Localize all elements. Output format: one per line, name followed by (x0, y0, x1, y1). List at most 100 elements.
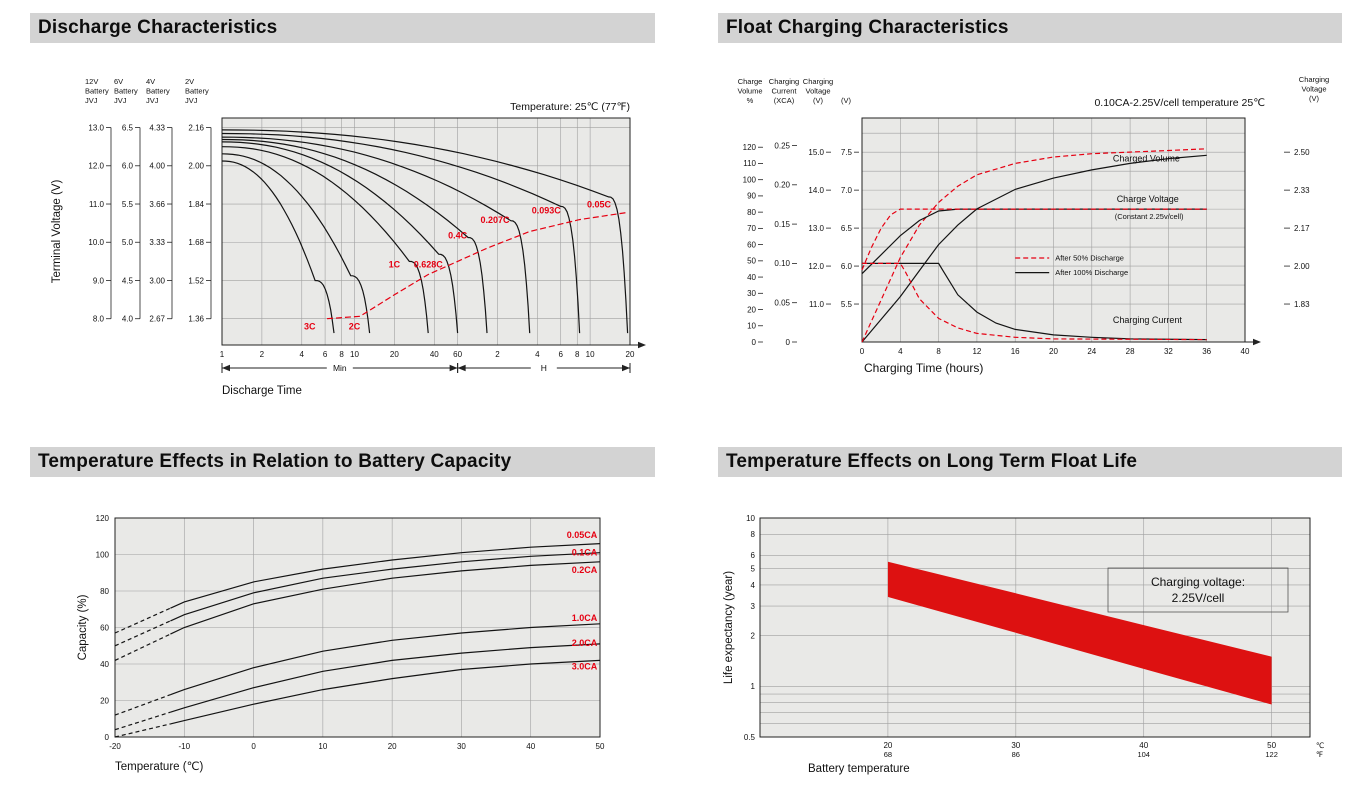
rate-label: 0.2CA (572, 565, 598, 575)
x-tick-label: 2 (260, 350, 265, 359)
axis-value: 0.10 (774, 259, 790, 268)
annotation-line: Charging voltage: (1151, 575, 1245, 589)
scale-header: JVJ (146, 96, 159, 105)
x-tick-label: -10 (179, 742, 191, 751)
y-axis-title: Life expectancy (year) (723, 571, 735, 684)
scale-value: 4.33 (149, 123, 165, 132)
float-charging-characteristics-chart: Charge Volume% 120 110 100 90 80 70 60 50 40 30 20 10… (718, 60, 1365, 410)
x-tick-label: 16 (1011, 347, 1020, 356)
scale-value: 1.68 (188, 238, 204, 247)
rate-label: 0.1CA (572, 547, 598, 557)
label-backing (530, 361, 557, 374)
scale-value: 1.84 (188, 200, 204, 209)
float-life-chart: Charging voltage: 2.25V/cell 10 8 6 5 4 3 2 1 0.5 2… (718, 490, 1365, 790)
scale-value: 4.0 (122, 315, 134, 324)
curve-label: Charging Current (1113, 315, 1183, 325)
x-tick-label: 10 (586, 350, 595, 359)
axis-value: 90 (747, 192, 756, 201)
scale-value: 4.00 (149, 162, 165, 171)
scale-header: Battery (85, 87, 109, 96)
rate-label: 0.628C (414, 259, 444, 269)
axis-value: 7.0 (841, 186, 853, 195)
x-tick-label: 4 (898, 347, 903, 356)
capacity-temperature-chart-svg: 0.05CA 0.1CA 0.2CA 1.0CA 2.0CA 3.0CA 0 20 40 60 80… (77, 514, 605, 773)
right-axis-value: 1.83 (1294, 300, 1310, 309)
x-tick-label: -20 (109, 742, 121, 751)
y-tick-label: 100 (96, 550, 110, 559)
x-tick-label-fahrenheit: 122 (1265, 750, 1278, 759)
y-tick-label: 0.5 (744, 733, 756, 742)
axis-value: 10 (747, 322, 756, 331)
x-tick-label: 40 (1241, 347, 1250, 356)
plot-frame (114, 517, 601, 738)
y-tick-label: 1 (751, 682, 756, 691)
axis-header: Volume (737, 87, 762, 96)
x-tick-label: 8 (936, 347, 941, 356)
legend-label: After 50% Discharge (1055, 254, 1124, 263)
x-tick-label: 0 (860, 347, 865, 356)
float-life-chart-svg: Charging voltage:2.25V/cell1086543210.52… (723, 514, 1324, 775)
scale-header: JVJ (85, 96, 98, 105)
y-tick-label: 2 (751, 631, 756, 640)
curve-2.0CA (170, 643, 601, 713)
axis-value: 13.0 (808, 224, 824, 233)
y-tick-label: 5 (751, 564, 756, 573)
y-tick-label: 80 (100, 587, 109, 596)
plot-frame (861, 117, 1246, 343)
axis-value: 60 (747, 240, 756, 249)
scale-header: JVJ (185, 96, 198, 105)
curve-dashed-3.0CA (114, 723, 171, 738)
y-tick-label: 120 (96, 514, 110, 523)
y-axis-title: Terminal Voltage (V) (51, 180, 63, 284)
x-axis-title: Charging Time (hours) (864, 361, 983, 375)
axis-value: 0.05 (774, 299, 790, 308)
y-tick-label: 20 (100, 696, 109, 705)
x-tick-label: 6 (558, 350, 563, 359)
scale-header: Battery (114, 87, 138, 96)
y-tick-label: 3 (751, 602, 756, 611)
y-tick-label: 40 (100, 660, 109, 669)
x-tick-label: 6 (323, 350, 328, 359)
scale-header: 6V (114, 77, 123, 86)
life-expectancy-band (887, 561, 1272, 705)
axis-value: 120 (743, 143, 757, 152)
y-tick-label: 0 (105, 733, 110, 742)
curve-label: Charged Volume (1113, 154, 1180, 164)
x-unit-label: H (541, 363, 547, 373)
scale-value: 3.33 (149, 238, 165, 247)
axis-arrow-icon (457, 364, 466, 372)
y-tick-label: 4 (751, 581, 756, 590)
axis-arrow-icon (1253, 338, 1261, 346)
section-header-temperature-capacity: Temperature Effects in Relation to Batte… (30, 447, 655, 477)
curve-1.0CA (170, 623, 601, 696)
discharge-curve-1C (221, 146, 429, 334)
scale-header: 12V (85, 77, 98, 86)
rate-label: 1C (389, 259, 401, 269)
rate-label: 0.207C (481, 215, 511, 225)
axis-value: 110 (743, 159, 756, 168)
rate-label: 2C (349, 321, 361, 331)
x-tick-label: 36 (1202, 347, 1211, 356)
x-tick-label: 4 (535, 350, 540, 359)
scale-header: 4V (146, 77, 155, 86)
right-axis-header: (V) (1309, 94, 1320, 103)
curve-0.05CA (170, 543, 601, 609)
rate-label: 1.0CA (572, 613, 598, 623)
float-charging-chart-svg: ChargeVolume%120110100908070605040302010… (737, 75, 1329, 375)
axis-value: 5.5 (841, 300, 853, 309)
axis-header: Charge (738, 77, 763, 86)
scale-value: 1.52 (188, 276, 204, 285)
axis-value: 30 (747, 289, 756, 298)
discharge-curve-0.4C (221, 138, 488, 334)
x-axis-title: Temperature (℃) (115, 761, 203, 773)
discharge-characteristics-chart: 3C 2C 1C 0.628C 0.4C 0.207C 0.093C 0.05C 1 2 4 6 8 10… (30, 60, 670, 410)
rate-label: 2.0CA (572, 638, 598, 648)
x-unit-label: Min (333, 363, 347, 373)
x-tick-label: 32 (1164, 347, 1173, 356)
axis-value: 0.20 (774, 181, 790, 190)
curve-label: Charge Voltage (1117, 194, 1179, 204)
x-tick-label-fahrenheit: 104 (1137, 750, 1150, 759)
x-tick-label-celsius: 20 (883, 741, 892, 750)
discharge-chart-svg: 3C 2C 1C 0.628C 0.4C 0.207C 0.093C 0.05C 1 2 4 6 8 10… (51, 77, 646, 397)
axis-header: % (747, 96, 754, 105)
